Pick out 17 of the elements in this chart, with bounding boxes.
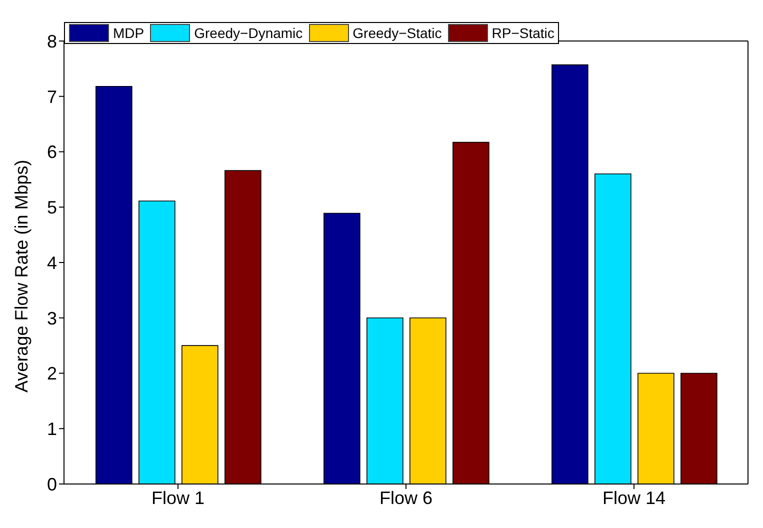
legend-label: MDP [113, 25, 144, 41]
x-tick-label: Flow 1 [151, 488, 205, 508]
y-axis-title: Average Flow Rate (in Mbps) [11, 160, 32, 392]
x-tick-label: Flow 14 [602, 488, 666, 508]
x-tick-label: Flow 6 [379, 488, 433, 508]
y-tick-label: 2 [46, 364, 57, 384]
y-tick-label: 5 [46, 198, 57, 218]
y-tick-label: 3 [46, 308, 57, 328]
legend-label: Greedy−Dynamic [194, 25, 303, 41]
y-tick-label: 7 [46, 86, 57, 107]
y-tick-label: 0 [46, 474, 57, 494]
y-tick-label: 6 [46, 142, 57, 162]
y-tick-label: 4 [46, 252, 57, 273]
legend-label: RP−Static [492, 25, 554, 41]
y-tick-label: 1 [46, 419, 57, 440]
y-tick-label: 8 [46, 31, 57, 52]
legend-label: Greedy−Static [352, 25, 442, 41]
